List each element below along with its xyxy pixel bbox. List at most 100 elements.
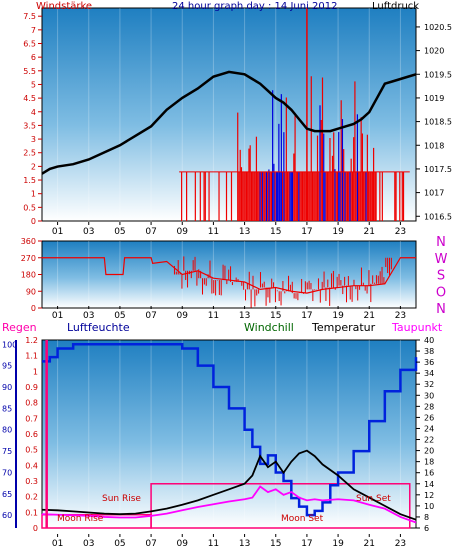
- y-tick-label: 360: [21, 237, 36, 246]
- rain-axis-ticks: 0 0.1 0.2 0.3 0.4 0.5 0.6 0.7 0.8 0.9 1 1.1 1.2: [25, 336, 38, 533]
- compass-letter: N: [436, 302, 446, 317]
- y-tick-label: 10: [424, 502, 434, 511]
- humidity-series: [42, 343, 418, 517]
- x-tick-label: 21: [364, 311, 375, 321]
- y-tick-label: 12: [424, 491, 434, 500]
- x-tick-label: 19: [332, 227, 344, 237]
- y-tick-label: 80: [2, 426, 12, 435]
- y-tick-label: 0.7: [25, 414, 38, 423]
- humidity-axis-ticks: 60 65 70 75 80 85 90 95 100: [2, 340, 17, 528]
- y-tick-label: 180: [21, 271, 36, 280]
- y-tick-label: 1.1: [25, 352, 38, 361]
- x-tick-label: 09: [177, 539, 189, 549]
- x-tick-label: 11: [208, 311, 219, 321]
- y-tick-label: 1: [33, 367, 38, 376]
- compass-letter: S: [437, 269, 445, 284]
- x-tick-label: 17: [301, 311, 312, 321]
- y-tick-label: 7.5: [23, 12, 36, 21]
- x-tick-label: 19: [332, 311, 344, 321]
- y-tick-label: 0.3: [25, 477, 38, 486]
- y-tick-label: 1016.5: [424, 212, 452, 221]
- pressure-axis-ticks: 1016.5 1017 1017.5 1018 1018.5 1019 1019.5 1020…: [416, 23, 452, 221]
- wind-axis-ticks: 0 0.5 1 1.5 2 2.5 3 3.5 4 4.5 5 5.5 6 6.5 7 7.5: [23, 12, 42, 226]
- moon-box: [41, 513, 152, 529]
- label-sun-set: Sun Set: [356, 494, 391, 504]
- y-tick-label: 1.2: [25, 336, 38, 345]
- y-tick-label: 32: [424, 380, 434, 389]
- y-tick-label: 100: [2, 340, 17, 349]
- x-tick-label: 15: [270, 227, 281, 237]
- panel-frames: [41, 7, 417, 529]
- wind-speed-series: [179, 8, 410, 221]
- label-luftfeuchte: Luftfeuchte: [67, 321, 130, 334]
- x-tick-label: 03: [83, 311, 94, 321]
- y-tick-label: 0.8: [25, 399, 38, 408]
- compass-letter: W: [435, 252, 448, 267]
- y-tick-label: 22: [424, 436, 434, 445]
- y-tick-label: 0: [31, 304, 36, 313]
- direction-axis-ticks: 0 90 180 270 360: [21, 237, 42, 313]
- x-tick-label: 15: [270, 539, 281, 549]
- x-tick-label: 23: [395, 539, 406, 549]
- y-tick-label: 85: [2, 404, 12, 413]
- y-tick-label: 2.5: [23, 149, 36, 158]
- dewpoint-series: [41, 485, 417, 524]
- y-tick-label: 38: [424, 347, 434, 356]
- label-moon-rise: Moon Rise: [57, 514, 104, 524]
- y-tick-label: 36: [424, 358, 434, 367]
- y-tick-label: 4: [31, 108, 36, 117]
- y-tick-label: 1018.5: [424, 118, 452, 127]
- x-tick-label: 23: [395, 311, 406, 321]
- y-tick-label: 1020: [424, 47, 444, 56]
- y-tick-label: 1019: [424, 94, 444, 103]
- y-tick-label: 14: [424, 480, 434, 489]
- y-tick-label: 1: [31, 190, 36, 199]
- wind-direction-series: [42, 256, 416, 308]
- x-tick-label: 17: [301, 539, 312, 549]
- y-tick-label: 90: [2, 383, 12, 392]
- y-tick-label: 95: [2, 362, 12, 371]
- x-tick-label: 03: [83, 539, 94, 549]
- y-tick-label: 24: [424, 424, 434, 433]
- y-tick-label: 1017: [424, 189, 444, 198]
- y-tick-label: 0.5: [25, 446, 38, 455]
- temperature-line: [41, 449, 417, 521]
- y-tick-label: 90: [26, 287, 36, 296]
- humidity-line: [42, 343, 418, 517]
- x-tick-label: 17: [301, 227, 312, 237]
- panel2-x-ticks: 01 03 05 07 09 11 13 15 17 19 21 23: [52, 306, 406, 321]
- y-tick-label: 0.2: [25, 493, 38, 502]
- x-tick-label: 11: [208, 227, 219, 237]
- x-tick-label: 05: [114, 311, 125, 321]
- x-tick-label: 13: [239, 227, 250, 237]
- panel-temp-humidity-bg: [42, 340, 416, 528]
- y-tick-label: 70: [2, 468, 12, 477]
- x-tick-label: 05: [114, 227, 125, 237]
- x-tick-label: 23: [395, 227, 406, 237]
- y-tick-label: 28: [424, 402, 434, 411]
- x-tick-label: 07: [145, 227, 156, 237]
- label-windchill: Windchill: [244, 321, 294, 334]
- x-tick-label: 21: [364, 539, 375, 549]
- x-tick-label: 13: [239, 311, 250, 321]
- x-tick-label: 07: [145, 539, 156, 549]
- y-tick-label: 1020.5: [424, 23, 452, 32]
- sun-moon-boxes: [41, 483, 411, 529]
- y-tick-label: 26: [424, 413, 434, 422]
- compass-letter: O: [436, 285, 446, 300]
- y-tick-label: 0.5: [23, 203, 36, 212]
- label-windstaerke: Windstärke: [36, 1, 92, 12]
- pressure-line: [41, 70, 417, 175]
- y-tick-label: 4.5: [23, 94, 36, 103]
- temperature-series: [41, 449, 417, 521]
- label-sun-rise: Sun Rise: [102, 494, 141, 504]
- x-tick-label: 01: [52, 227, 63, 237]
- y-tick-label: 6.5: [23, 40, 36, 49]
- x-tick-label: 05: [114, 539, 125, 549]
- y-tick-label: 75: [2, 447, 12, 456]
- x-tick-label: 01: [52, 311, 63, 321]
- y-tick-label: 1019.5: [424, 70, 452, 79]
- y-tick-label: 60: [2, 511, 12, 520]
